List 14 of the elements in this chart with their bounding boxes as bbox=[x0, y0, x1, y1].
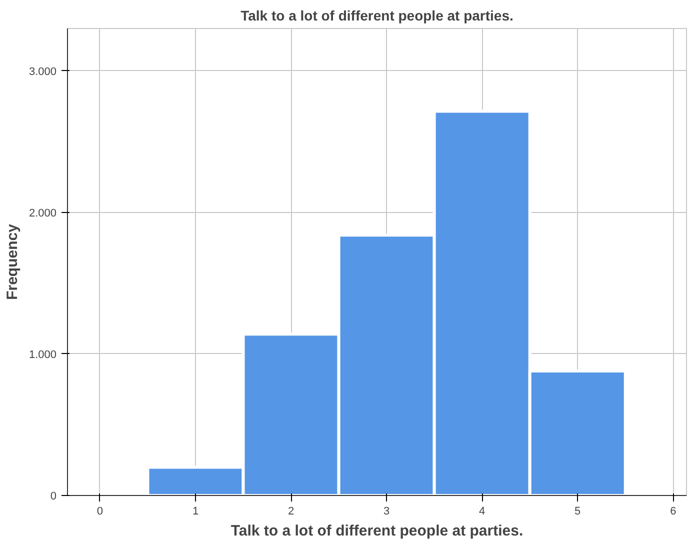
x-tick-label: 5 bbox=[574, 506, 581, 518]
x-tick-label: 4 bbox=[479, 506, 486, 518]
x-tick-label: 2 bbox=[288, 506, 294, 518]
y-tick-label: 2.000 bbox=[28, 207, 57, 220]
chart-title: Talk to a lot of different people at parties. bbox=[240, 8, 514, 24]
x-tick-label: 1 bbox=[192, 506, 199, 518]
y-axis-title: Frequency bbox=[4, 223, 21, 300]
x-axis-title: Talk to a lot of different people at parties. bbox=[230, 522, 524, 540]
y-tick-label: 3.000 bbox=[28, 66, 57, 78]
y-tick-label: 0 bbox=[50, 490, 57, 502]
x-tick-label: 6 bbox=[670, 506, 676, 518]
x-tick-label: 0 bbox=[96, 506, 104, 518]
y-tick-label: 1.000 bbox=[28, 348, 57, 361]
x-tick-label: 3 bbox=[383, 506, 390, 518]
